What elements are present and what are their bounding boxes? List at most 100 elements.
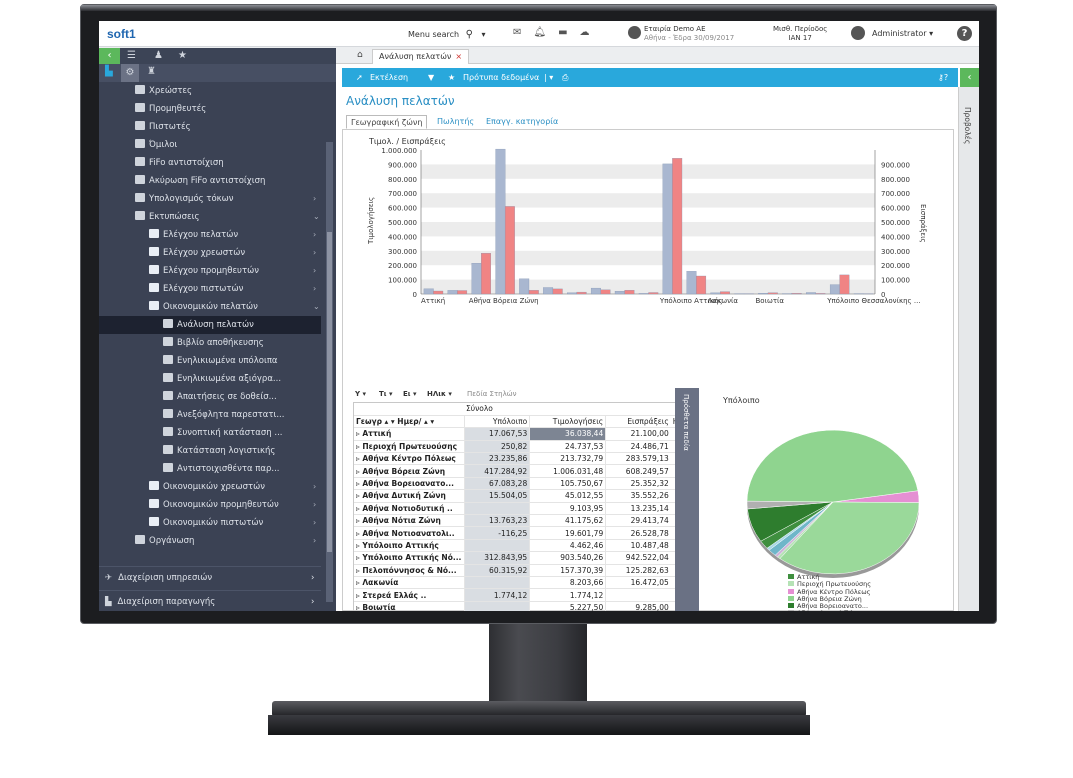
views-rail[interactable]: Προβολές (958, 87, 979, 611)
row-label[interactable]: ▹ Αθήνα Βορειοανατο... (354, 477, 464, 491)
sidebar-item[interactable]: Ανάλυση πελατών (163, 316, 321, 334)
company-info[interactable]: Εταιρία Demo AE Αθήνα - Έδρα 30/09/2017 (644, 25, 734, 43)
sidebar-item[interactable]: Βιβλίο αποθήκευσης (163, 334, 321, 352)
chevron-icon[interactable]: › (313, 230, 317, 239)
sidebar-item[interactable]: Αντιστοιχισθέντα παρ... (163, 460, 321, 478)
execute-button[interactable]: Εκτέλεση (370, 73, 409, 82)
sidebar-module-item[interactable]: ✈ Διαχείριση υπηρεσιών › (99, 566, 321, 588)
sidebar-item[interactable]: Οργάνωση › (135, 532, 321, 550)
search-icon[interactable]: ⚲ (465, 29, 473, 40)
gear-icon[interactable]: ⚙ (121, 64, 139, 82)
filter-field[interactable]: Τι ▾ (379, 390, 393, 398)
row-label[interactable]: ▹ Βοιωτία (354, 601, 464, 611)
mail-icon[interactable]: ✉ (513, 27, 522, 38)
chat-icon[interactable]: ▬ (558, 27, 568, 38)
filter-field[interactable]: ΗΛικ ▾ (427, 390, 452, 398)
chevron-right-icon[interactable]: › (311, 597, 315, 607)
sidebar-item[interactable]: Ενηλικιωμένα υπόλοιπα (163, 352, 321, 370)
sidebar-item[interactable]: Υπολογισμός τόκων › (135, 190, 321, 208)
row-label[interactable]: ▹ Υπόλοιπο Αττικής (354, 539, 464, 553)
sidebar-module-item[interactable]: ▙ Διαχείριση παραγωγής › (99, 590, 321, 611)
home-icon[interactable]: ⌂ (357, 50, 363, 60)
tab-salesman[interactable]: Πωλητής (437, 117, 475, 126)
sidebar-item[interactable]: Προμηθευτές (135, 100, 321, 118)
chevron-icon[interactable]: › (313, 284, 317, 293)
sidebar-item[interactable]: Ακύρωση FiFo αντιστοίχιση (135, 172, 321, 190)
help-key-icon[interactable]: ⚷? (938, 73, 949, 82)
chevron-down-icon[interactable]: | ▾ (544, 73, 554, 82)
close-icon[interactable]: × (455, 52, 463, 61)
chevron-icon[interactable]: › (313, 536, 317, 545)
sidebar-item[interactable]: Οικονομικών πιστωτών › (149, 514, 321, 532)
row-label[interactable]: ▹ Αττική (354, 427, 464, 441)
sidebar-item[interactable]: Συνοπτική κατάσταση ... (163, 424, 321, 442)
user-icon[interactable]: ♟ (154, 50, 163, 61)
chevron-icon[interactable]: ⌄ (313, 302, 320, 311)
expand-panel-button[interactable]: ‹ (960, 68, 979, 87)
sidebar-scroll-thumb[interactable] (327, 232, 332, 552)
user-avatar-icon[interactable] (851, 26, 865, 40)
chevron-right-icon[interactable]: › (311, 573, 315, 583)
star-icon[interactable]: ★ (448, 73, 456, 82)
chevron-icon[interactable]: ⌄ (313, 212, 320, 221)
star-icon[interactable]: ★ (178, 50, 187, 61)
chart-icon[interactable]: ▙ (105, 66, 113, 77)
chevron-icon[interactable]: › (313, 500, 317, 509)
filter-field[interactable]: Ει ▾ (403, 390, 417, 398)
chevron-icon[interactable]: › (313, 482, 317, 491)
row-label[interactable]: ▹ Περιοχή Πρωτευούσης (354, 440, 464, 454)
extra-fields-panel[interactable]: Πρόσθετα πεδία (675, 388, 699, 611)
chevron-icon[interactable]: › (313, 266, 317, 275)
sidebar-item[interactable]: Ελέγχου πελατών › (149, 226, 321, 244)
collapse-menu-button[interactable]: ‹ (99, 48, 120, 64)
sidebar-item[interactable]: Όμιλοι (135, 136, 321, 154)
sidebar-item[interactable]: Οικονομικών προμηθευτών › (149, 496, 321, 514)
cursor-icon[interactable]: ➚ (356, 73, 363, 82)
row-label[interactable]: ▹ Αθήνα Νότια Ζώνη (354, 514, 464, 528)
x-tick-label: Αττική (421, 297, 445, 305)
templates-button[interactable]: Πρότυπα δεδομένα (463, 73, 540, 82)
sidebar-item[interactable]: Ενηλικιωμένα αξιόγρα... (163, 370, 321, 388)
row-label[interactable]: ▹ Αθήνα Νοτιοανατολι.. (354, 526, 464, 540)
user-menu[interactable]: Administrator ▾ (872, 29, 934, 38)
row-label[interactable]: ▹ Στερεά Ελλάς .. (354, 588, 464, 602)
filter-icon[interactable]: ▼ (428, 73, 435, 82)
help-icon[interactable]: ? (957, 26, 972, 41)
tab-analysis[interactable]: Ανάλυση πελατών × (372, 49, 470, 64)
sidebar-item[interactable]: Οικονομικών πελατών ⌄ (149, 298, 321, 316)
menu-search[interactable]: Menu search ⚲ ▾ (408, 29, 486, 40)
period-info[interactable]: Μισθ. Περίοδος IAN 17 (773, 25, 827, 43)
sidebar-item[interactable]: FiFo αντιστοίχιση (135, 154, 321, 172)
chevron-down-icon[interactable]: ▾ (481, 30, 486, 39)
chevron-icon[interactable]: › (313, 248, 317, 257)
sidebar-item[interactable]: Εκτυπώσεις ⌄ (135, 208, 321, 226)
sidebar-item[interactable]: Οικονομικών χρεωστών › (149, 478, 321, 496)
print-icon[interactable]: ⎙ (562, 73, 569, 82)
people-icon[interactable]: ♜ (147, 66, 156, 77)
row-label[interactable]: ▹ Λακωνία (354, 576, 464, 590)
row-label[interactable]: ▹ Υπόλοιπο Αττικής Νό... (354, 551, 464, 565)
row-label[interactable]: ▹ Αθήνα Νοτιοδυτική .. (354, 502, 464, 516)
sidebar-item[interactable]: Απαιτήσεις σε δοθείσ... (163, 388, 321, 406)
row-label[interactable]: ▹ Αθήνα Βόρεια Ζώνη (354, 464, 464, 478)
sidebar-item[interactable]: Ελέγχου πιστωτών › (149, 280, 321, 298)
filter-field[interactable]: Υ ▾ (355, 390, 367, 398)
cloud-icon[interactable]: ☁ (579, 27, 590, 38)
sidebar-item[interactable]: Ελέγχου προμηθευτών › (149, 262, 321, 280)
chevron-icon[interactable]: › (313, 518, 317, 527)
tab-professional-category[interactable]: Επαγγ. κατηγορία (486, 117, 559, 126)
list-icon[interactable]: ☰ (127, 50, 136, 61)
row-label[interactable]: ▹ Αθήνα Δυτική Ζώνη (354, 489, 464, 503)
row-label[interactable]: ▹ Αθήνα Κέντρο Πόλεως (354, 452, 464, 466)
sidebar-item[interactable]: Ελέγχου χρεωστών › (149, 244, 321, 262)
folder-icon (149, 499, 159, 508)
tab-geographic-zone[interactable]: Γεωγραφική ζώνη (346, 115, 428, 129)
sidebar-item[interactable]: Χρεώστες (135, 82, 321, 100)
chevron-icon[interactable]: › (313, 194, 317, 203)
sidebar-item[interactable]: Ανεξόφλητα παρεστατι... (163, 406, 321, 424)
row-fields[interactable]: Γεωγρ ▴ ▾ Ημερ/ ▴ ▾ (354, 415, 464, 429)
sidebar-item[interactable]: Πιστωτές (135, 118, 321, 136)
row-label[interactable]: ▹ Πελοπόννησος & Νό... (354, 564, 464, 577)
sidebar-item[interactable]: Κατάσταση λογιστικής (163, 442, 321, 460)
bell-icon[interactable]: 🔔︎ (533, 27, 547, 38)
